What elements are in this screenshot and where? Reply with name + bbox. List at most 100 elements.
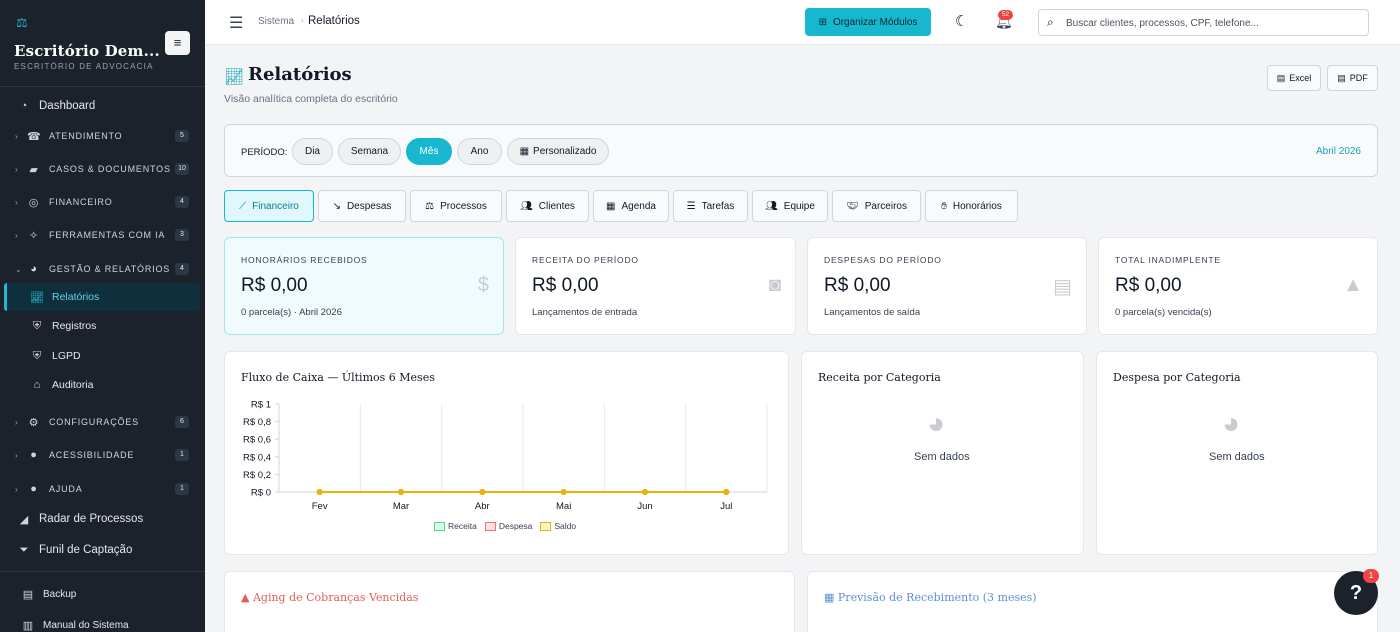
kpi-value: R$ 0,00 bbox=[241, 275, 308, 296]
office-name: Escritório Dem... bbox=[14, 42, 160, 60]
chart-pie-icon: ◕ bbox=[1222, 407, 1241, 440]
aging-title-row: ▲ Aging de Cobranças Vencidas bbox=[241, 591, 418, 604]
count-badge: 10 bbox=[175, 163, 189, 175]
people-group-icon: 👥︎ bbox=[765, 200, 778, 212]
moon-icon[interactable]: ☾ bbox=[955, 13, 969, 30]
sidebar-item-radar[interactable]: ◢ Radar de Processos bbox=[0, 505, 205, 533]
legend-item-despesa[interactable]: Despesa bbox=[484, 521, 532, 531]
warning-triangle-icon: ▲ bbox=[241, 591, 250, 604]
x-tick-label: Fev bbox=[312, 501, 328, 512]
tab-financeiro[interactable]: ⟋ Financeiro bbox=[224, 190, 314, 222]
sidebar-group-casos[interactable]: › ▰ CASOS & DOCUMENTOS 10 bbox=[0, 155, 205, 183]
top-bar: ☰ Sistema › Relatórios ⊞ Organizar Módul… bbox=[205, 0, 1400, 45]
sidebar-item-lgpd[interactable]: ⛨ LGPD bbox=[0, 342, 205, 370]
legend-label: Receita bbox=[448, 521, 477, 531]
period-year-button[interactable]: Ano bbox=[457, 138, 502, 165]
sidebar: ⚖ Escritório Dem... ESCRITÓRIO DE ADVOCA… bbox=[0, 0, 205, 632]
sidebar-item-label: Registros bbox=[52, 320, 97, 332]
tab-tarefas[interactable]: ☰ Tarefas bbox=[673, 190, 748, 222]
pdf-button[interactable]: ▤ PDF bbox=[1327, 65, 1378, 91]
revenue-category-title: Receita por Categoria bbox=[818, 371, 941, 384]
chevron-right-icon: › bbox=[15, 131, 19, 141]
legend-swatch-saldo bbox=[540, 521, 552, 531]
tab-clientes[interactable]: 👥︎ Clientes bbox=[506, 190, 589, 222]
folder-icon: ▰ bbox=[29, 163, 39, 176]
sidebar-group-label: CASOS & DOCUMENTOS bbox=[49, 164, 171, 174]
sidebar-item-auditoria[interactable]: ⌂ Auditoria bbox=[0, 371, 205, 399]
tab-despesas[interactable]: ↘ Despesas bbox=[318, 190, 406, 222]
chevron-right-icon: › bbox=[15, 230, 19, 240]
sidebar-group-label: CONFIGURAÇÕES bbox=[49, 417, 139, 427]
tab-label: Despesas bbox=[346, 200, 392, 212]
coins-icon: ◎ bbox=[28, 196, 40, 209]
sidebar-item-label: Auditoria bbox=[52, 379, 94, 391]
chart-line-icon: 📈︎ bbox=[224, 69, 245, 86]
page-title: Relatórios bbox=[248, 64, 352, 85]
sidebar-group-atendimento[interactable]: › ☎ ATENDIMENTO 5 bbox=[0, 122, 205, 150]
notification-badge: 52 bbox=[998, 10, 1013, 20]
sidebar-group-configuracoes[interactable]: › ⚙ CONFIGURAÇÕES 6 bbox=[0, 408, 205, 436]
sidebar-toggle-button[interactable]: ≡ bbox=[165, 31, 190, 55]
organize-modules-button[interactable]: ⊞ Organizar Módulos bbox=[805, 8, 931, 36]
breadcrumb-separator: › bbox=[301, 16, 304, 25]
list-check-icon: ☰ bbox=[686, 200, 696, 212]
menu-icon[interactable]: ☰ bbox=[229, 15, 244, 32]
breadcrumb-root[interactable]: Sistema bbox=[258, 16, 295, 27]
sidebar-group-acessibilidade[interactable]: › ● ACESSIBILIDADE 1 bbox=[0, 441, 205, 469]
office-subtitle: ESCRITÓRIO DE ADVOCACIA bbox=[14, 62, 154, 71]
sidebar-item-registros[interactable]: ⛨ Registros bbox=[0, 312, 205, 340]
tab-equipe[interactable]: 👥︎ Equipe bbox=[752, 190, 828, 222]
kpi-value: R$ 0,00 bbox=[824, 275, 891, 296]
tab-parceiros[interactable]: 🤝︎ Parceiros bbox=[832, 190, 921, 222]
tab-label: Processos bbox=[440, 200, 487, 212]
legend-item-receita[interactable]: Receita bbox=[434, 521, 477, 531]
money-coin-icon: ◙ bbox=[768, 274, 781, 296]
legend-item-saldo[interactable]: Saldo bbox=[540, 521, 576, 531]
data-point-saldo bbox=[316, 489, 323, 495]
satellite-dish-icon: ◢ bbox=[19, 513, 29, 526]
funnel-icon: ⏷ bbox=[19, 543, 29, 556]
period-month-button[interactable]: Mês bbox=[406, 138, 452, 165]
forecast-title-row: ▦ Previsão de Recebimento (3 meses) bbox=[824, 591, 1037, 604]
chevron-right-icon: › bbox=[15, 417, 19, 427]
period-custom-label: Personalizado bbox=[533, 146, 597, 157]
forecast-card: ▦ Previsão de Recebimento (3 meses) bbox=[807, 571, 1378, 632]
kpi-subtext: Lançamentos de entrada bbox=[532, 307, 638, 318]
tab-agenda[interactable]: ▦ Agenda bbox=[593, 190, 669, 222]
count-badge: 4 bbox=[175, 263, 189, 275]
tab-honorarios[interactable]: ✋︎ Honorários bbox=[925, 190, 1018, 222]
kpi-subtext: 0 parcela(s) · Abril 2026 bbox=[241, 307, 342, 318]
chevron-right-icon: › bbox=[15, 197, 19, 207]
trend-down-icon: ↘ bbox=[332, 200, 341, 212]
search-icon: ⌕ bbox=[1047, 15, 1054, 29]
chart-pie-icon: ◕ bbox=[30, 263, 38, 275]
forecast-title: Previsão de Recebimento (3 meses) bbox=[837, 591, 1037, 604]
sidebar-item-dashboard[interactable]: ◔ Dashboard bbox=[0, 92, 205, 120]
shield-icon: ⛨ bbox=[32, 319, 42, 332]
sidebar-item-funil[interactable]: ⏷ Funil de Captação bbox=[0, 536, 205, 564]
sidebar-group-ferramentas[interactable]: › ✧ FERRAMENTAS COM IA 3 bbox=[0, 221, 205, 249]
period-custom-button[interactable]: ▦ Personalizado bbox=[507, 138, 609, 165]
sidebar-item-relatorios[interactable]: 📈︎ Relatórios bbox=[4, 283, 200, 311]
kpi-label: DESPESAS DO PERÍODO bbox=[824, 255, 942, 265]
chart-pie-icon: ◕ bbox=[927, 407, 946, 440]
cashflow-card: Fluxo de Caixa — Últimos 6 Meses bbox=[224, 351, 789, 555]
hand-holding-dollar-icon: ✋︎ bbox=[941, 200, 947, 212]
period-week-button[interactable]: Semana bbox=[338, 138, 401, 165]
sidebar-item-backup[interactable]: ▤ Backup bbox=[0, 580, 205, 608]
sidebar-group-ajuda[interactable]: › ● AJUDA 1 bbox=[0, 475, 205, 503]
excel-button[interactable]: ▤ Excel bbox=[1267, 65, 1321, 91]
sidebar-item-manual[interactable]: ▥ Manual do Sistema bbox=[0, 611, 205, 632]
headset-icon: ☎ bbox=[27, 130, 42, 143]
search-input[interactable] bbox=[1066, 14, 1361, 32]
tab-processos[interactable]: ⚖ Processos bbox=[410, 190, 502, 222]
book-icon: ▥ bbox=[22, 619, 34, 632]
sidebar-group-financeiro[interactable]: › ◎ FINANCEIRO 4 bbox=[0, 188, 205, 216]
expense-category-card: Despesa por Categoria ◕ Sem dados bbox=[1096, 351, 1378, 555]
sidebar-group-gestao[interactable]: ⌄ ◕ GESTÃO & RELATÓRIOS 4 bbox=[0, 255, 205, 283]
x-tick-label: Mai bbox=[556, 501, 571, 512]
period-day-button[interactable]: Dia bbox=[292, 138, 333, 165]
sidebar-item-label: Dashboard bbox=[39, 100, 96, 112]
sidebar-item-label: Manual do Sistema bbox=[43, 619, 129, 631]
